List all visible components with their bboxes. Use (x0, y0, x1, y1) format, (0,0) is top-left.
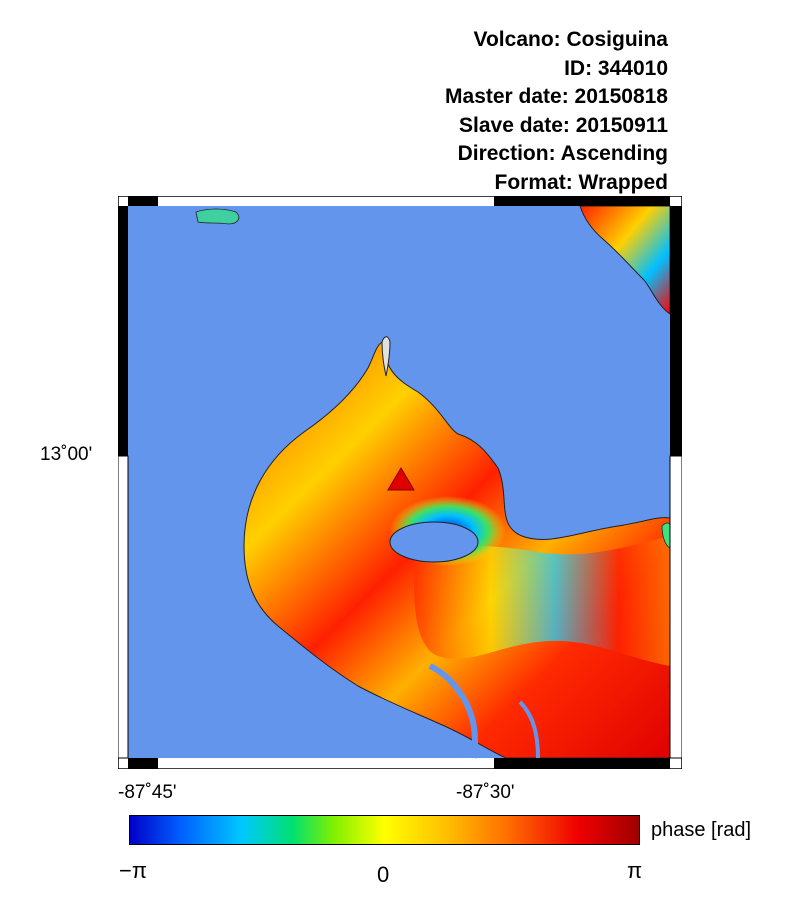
map-svg (117, 195, 683, 770)
eastern-land-band (414, 536, 670, 666)
northwest-islet (195, 208, 240, 225)
colorbar-tick-max: π (627, 858, 643, 883)
inlet-channel-2 (518, 700, 540, 759)
colorbar-tick-min: −π (119, 858, 148, 883)
inlet-channel (428, 663, 478, 759)
plot-header: Volcano: Cosiguina ID: 344010 Master dat… (445, 26, 668, 198)
frame-bar-top-right (494, 196, 670, 206)
slave-date: Slave date: 20150911 (459, 113, 668, 137)
master-date: Master date: 20150818 (445, 85, 668, 109)
interferogram-map (117, 195, 683, 770)
phase-colorbar (129, 815, 640, 845)
northeast-land (579, 205, 671, 315)
colorbar-tick-zero: 0 (377, 862, 390, 887)
frame-bar-bottom-right (494, 758, 670, 769)
frame-bar-bottom-left (128, 758, 158, 769)
volcano-name: Volcano: Cosiguina (473, 28, 668, 51)
frame-bar-right-top (670, 206, 682, 456)
colorbar-label: phase [rad] (651, 819, 752, 841)
crater-lake (389, 521, 479, 563)
frame-bar-left-top (118, 206, 128, 456)
spit (381, 336, 391, 377)
frame-bar-left-bottom (117, 455, 129, 759)
longitude-label-1: -87˚45' (118, 782, 177, 803)
latitude-label: 13˚00' (40, 444, 93, 465)
orbit-direction: Direction: Ascending (457, 142, 668, 166)
volcano-id: ID: 344010 (564, 56, 668, 80)
volcano-icon (387, 467, 415, 491)
frame-bar-right-bottom (669, 455, 683, 759)
data-format: Format: Wrapped (494, 170, 668, 194)
frame-bar-top-left (128, 196, 158, 206)
longitude-label-2: -87˚30' (456, 782, 515, 803)
